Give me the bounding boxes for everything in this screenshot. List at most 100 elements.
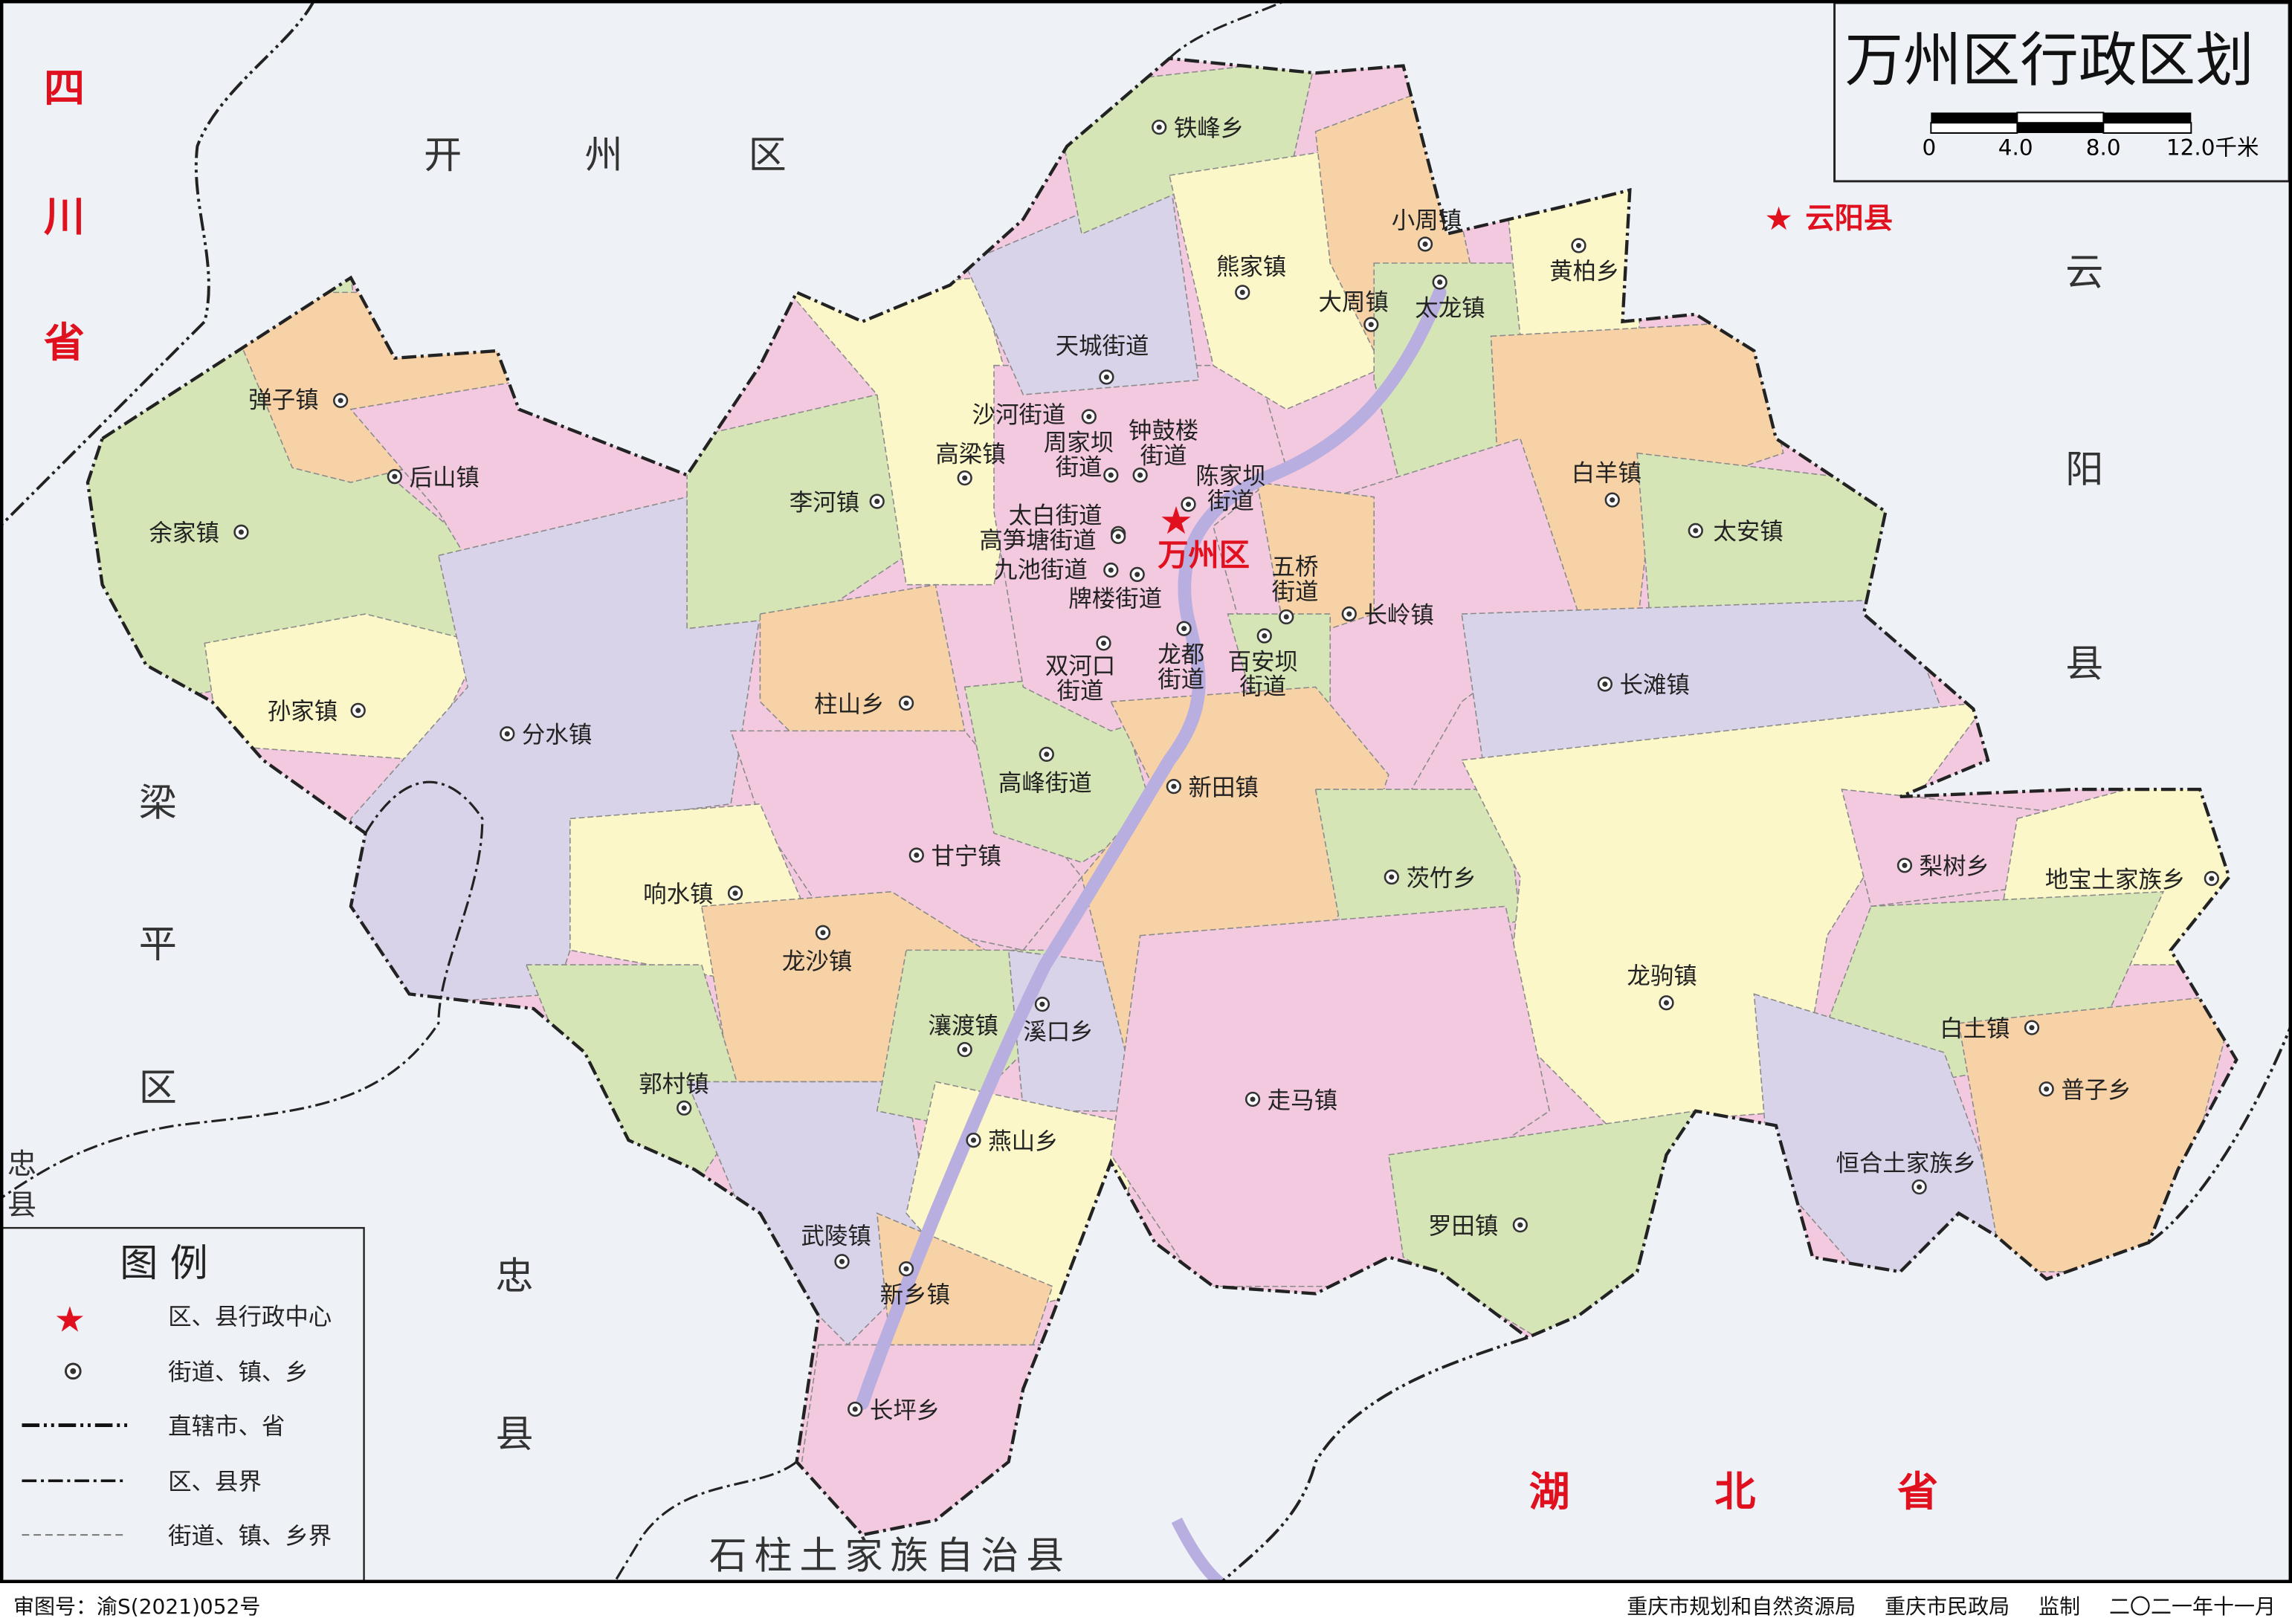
town-label: 高笋塘街道 xyxy=(979,528,1096,554)
town-dot-center xyxy=(338,398,343,404)
town-marker: 沙河街道 xyxy=(972,401,1097,428)
legend-label: 直辖市、省 xyxy=(168,1413,285,1440)
town-dot-center xyxy=(1185,501,1192,508)
town-label: 小周镇 xyxy=(1392,207,1462,234)
town-dot-center xyxy=(1437,279,1443,285)
town-label: 罗田镇 xyxy=(1428,1213,1498,1240)
town-label: 龙都街道 xyxy=(1158,641,1204,693)
yangtze-river xyxy=(856,285,1447,1410)
town-label: 太白街道 xyxy=(1009,502,1103,529)
approval-number: 审图号：渝S(2021)052号 xyxy=(13,1594,261,1619)
neighbor-sichuan: 四 川 省 xyxy=(44,65,85,366)
town-label: 白土镇 xyxy=(1940,1015,2009,1042)
town-label: 长坪乡 xyxy=(870,1397,940,1424)
town-marker: 白土镇 xyxy=(1940,1015,2040,1042)
town-dot-center xyxy=(1602,681,1608,687)
town-marker: 普子乡 xyxy=(2038,1077,2131,1104)
town-marker: 百安坝街道 xyxy=(1228,609,1298,700)
town-marker: 地宝土家族乡 xyxy=(2045,867,2219,893)
town-marker: 大周镇 xyxy=(1319,289,1389,332)
town-label: 天城街道 xyxy=(1056,333,1149,360)
town-dot-center xyxy=(903,700,909,706)
town-marker: 茨竹乡 xyxy=(1384,865,1476,892)
legend-label: 区、县界 xyxy=(168,1469,262,1495)
town-label: 白羊镇 xyxy=(1572,460,1641,487)
town-marker: 孙家镇 xyxy=(268,699,366,725)
neighbor-char: 省 xyxy=(1897,1468,1938,1515)
scale-tick: 0 xyxy=(1923,135,1937,160)
district-seat-star-icon: ★ xyxy=(1159,499,1193,543)
neighbor-char: 县 xyxy=(2065,643,2103,687)
town-dot-center xyxy=(1575,242,1582,248)
town-region xyxy=(759,583,966,761)
town-dot-center xyxy=(392,473,398,479)
town-marker: 铁峰乡 xyxy=(1152,115,1244,142)
town-marker: 分水镇 xyxy=(500,722,592,748)
neighbor-yunyang: 云 阳 县 xyxy=(2065,251,2103,687)
town-label: 双河口街道 xyxy=(1045,653,1115,705)
neighbor-char: 阳 xyxy=(2065,448,2103,492)
town-marker: 甘宁镇 xyxy=(908,843,1001,870)
town-marker: 新乡镇 xyxy=(880,1261,950,1308)
town-dot-center xyxy=(1422,241,1428,247)
town-label: 燕山乡 xyxy=(988,1128,1058,1155)
town-dot-center xyxy=(1610,497,1615,503)
town-dot-center xyxy=(852,1406,858,1412)
town-marker: 武陵镇 xyxy=(801,1223,871,1269)
town-marker: 瀼渡镇 xyxy=(929,1012,998,1058)
town-label: 孙家镇 xyxy=(268,699,338,725)
county-boundary-zhongxian xyxy=(613,1460,798,1583)
town-dot-center xyxy=(1181,626,1187,632)
town-dot-center xyxy=(970,1137,977,1143)
district-seat-label: 万州区 xyxy=(1158,537,1250,573)
town-dot-center xyxy=(355,708,361,714)
neighbor-zhongxian-right: 忠 县 xyxy=(496,1255,534,1457)
town-label: 后山镇 xyxy=(410,465,480,491)
scale-tick: 4.0 xyxy=(1998,135,2033,160)
town-label: 分水镇 xyxy=(522,722,592,748)
town-region xyxy=(1256,482,1375,644)
town-region xyxy=(686,394,907,630)
neighbor-char: 川 xyxy=(44,193,85,241)
town-dot-center xyxy=(962,475,968,481)
town-dot-center xyxy=(1134,572,1140,578)
county-boundary-kaizhou xyxy=(1168,0,1287,59)
town-marker: 走马镇 xyxy=(1245,1087,1337,1114)
town-label: 柱山乡 xyxy=(814,691,884,718)
town-marker: 新田镇 xyxy=(1166,774,1259,801)
town-marker: 牌楼街道 xyxy=(1068,566,1162,612)
town-dot-center xyxy=(874,499,880,505)
neighbor-char: 县 xyxy=(7,1188,36,1222)
town-label: 太安镇 xyxy=(1713,519,1783,546)
town-label: 太龙镇 xyxy=(1415,295,1485,322)
town-dot-center xyxy=(2029,1025,2035,1031)
town-marker: 熊家镇 xyxy=(1216,254,1286,300)
neighbor-char: 湖 xyxy=(1529,1468,1570,1515)
neighbor-char: 忠 xyxy=(496,1255,534,1299)
town-dot-center xyxy=(1100,640,1107,646)
town-label: 余家镇 xyxy=(149,520,219,547)
red-star-icon: ★ xyxy=(54,1300,85,1341)
town-label: 弹子镇 xyxy=(248,387,318,414)
town-marker: 高峰街道 xyxy=(998,746,1092,797)
yunyang-seat-star-icon: ★ xyxy=(1764,201,1793,238)
town-label: 牌楼街道 xyxy=(1068,586,1162,612)
province-boundary-sichuan xyxy=(0,0,316,528)
town-dot-center xyxy=(1663,1000,1670,1006)
town-marker: 李河镇 xyxy=(790,489,885,516)
town-label: 黄柏乡 xyxy=(1549,259,1619,285)
town-label: 新乡镇 xyxy=(880,1281,950,1308)
map-title: 万州区行政区划 xyxy=(1844,26,2253,94)
neighbor-zhongxian-left: 忠 县 xyxy=(7,1148,36,1222)
town-label: 龙驹镇 xyxy=(1627,963,1697,990)
town-dot-center xyxy=(1156,124,1162,130)
town-marker: 柱山乡 xyxy=(814,691,914,718)
town-marker: 弹子镇 xyxy=(248,387,349,414)
town-dot-center xyxy=(1137,472,1143,478)
neighbor-char: 云 xyxy=(2065,251,2103,295)
town-marker: 五桥街道 xyxy=(1256,554,1319,644)
town-dot-center xyxy=(1103,374,1109,380)
town-dot-center xyxy=(732,890,738,896)
neighbor-char: 县 xyxy=(496,1413,534,1457)
